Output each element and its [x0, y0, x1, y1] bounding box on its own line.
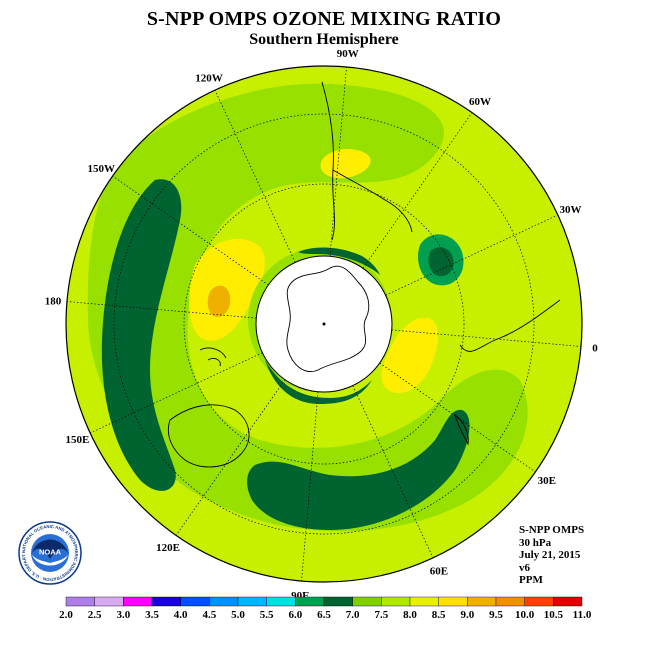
longitude-label: 30W — [560, 204, 582, 216]
longitude-label: 150E — [66, 434, 90, 446]
colorbar-tick-label: 6.0 — [288, 609, 302, 620]
ozone-highest-pacific — [207, 285, 231, 317]
longitude-label: 90W — [337, 48, 359, 60]
colorbar-tick-label: 10.5 — [544, 609, 564, 620]
colorbar-tick-label: 11.0 — [573, 609, 592, 620]
meridian-line — [385, 214, 558, 296]
colorbar-tick-label: 8.0 — [403, 609, 417, 620]
colorbar-tick-label: 2.0 — [59, 609, 73, 620]
colorbar-tick-label: 2.5 — [88, 609, 102, 620]
south-pole-marker — [322, 322, 326, 326]
colorbar-tick-label: 9.0 — [460, 609, 474, 620]
map-title: S-NPP OMPS OZONE MIXING RATIO — [146, 8, 502, 30]
meridian-lines — [66, 66, 582, 582]
info-instrument: S-NPP OMPS — [519, 524, 585, 536]
colorbar-tick-label: 10.0 — [515, 609, 535, 620]
colorbar-swatch — [438, 596, 468, 607]
map-subtitle: Southern Hemisphere — [249, 31, 399, 48]
colorbar-swatch — [237, 596, 267, 607]
ozone-polar-edge-low — [265, 360, 372, 404]
ozone-region-mid-west — [87, 83, 528, 532]
coastline-australia — [167, 404, 250, 468]
longitude-label: 60W — [469, 96, 491, 108]
colorbar-tick-label: 4.5 — [202, 609, 216, 620]
longitude-label: 30E — [538, 475, 556, 487]
longitude-label: 0 — [592, 343, 598, 355]
colorbar-tick-label: 5.0 — [231, 609, 245, 620]
colorbar-swatch — [65, 596, 95, 607]
info-version: v6 — [519, 561, 530, 574]
colorbar-swatch — [151, 596, 181, 607]
ozone-polar-edge-low-top — [298, 247, 380, 275]
colorbar-swatch — [123, 596, 153, 607]
ozone-low-band-indian — [247, 409, 470, 530]
longitude-label: 60E — [430, 566, 448, 578]
colorbar-tick-label: 7.0 — [346, 609, 360, 620]
map-boundary — [65, 65, 583, 583]
meridian-line — [352, 385, 434, 558]
ozone-low-core-atlantic — [428, 247, 454, 277]
meridian-line — [175, 379, 286, 536]
colorbar-tick-label: 8.5 — [432, 609, 446, 620]
meridian-line — [329, 66, 347, 257]
colorbar-tick-label: 4.0 — [174, 609, 188, 620]
meridian-line — [301, 391, 319, 582]
colorbar-swatch — [94, 596, 124, 607]
coastline-newzealand — [199, 347, 227, 367]
coastline-africa — [459, 299, 561, 352]
colorbar-swatch — [524, 596, 554, 607]
longitude-label: 150W — [87, 163, 115, 175]
ozone-low-band-pacific — [101, 179, 182, 491]
ozone-high-indian — [381, 317, 438, 394]
meridian-line — [362, 112, 473, 269]
colorbar-tick-label: 5.5 — [260, 609, 274, 620]
colorbar-swatch — [495, 596, 525, 607]
coastline-south-america — [321, 81, 413, 241]
info-units: PPM — [519, 574, 543, 586]
coastline-antarctica — [286, 265, 370, 372]
meridian-line — [66, 301, 257, 319]
colorbar-swatch — [381, 596, 411, 607]
info-date: July 21, 2015 — [519, 549, 581, 561]
meridian-line — [214, 90, 296, 263]
info-panel: S-NPP OMPS 30 hPa July 21, 2015 v6 PPM — [519, 524, 584, 587]
colorbar-swatch — [409, 596, 439, 607]
colorbar-tick-label: 3.0 — [116, 609, 130, 620]
colorbar-swatch — [467, 596, 497, 607]
colorbar-swatch — [553, 596, 583, 607]
colorbar-swatch — [323, 596, 353, 607]
meridian-line — [391, 329, 582, 347]
longitude-label: 120W — [195, 72, 223, 84]
colorbar-tick-label: 6.5 — [317, 609, 331, 620]
colorbar-swatch — [209, 596, 239, 607]
colorbar: 2.0 2.5 3.0 3.5 4.0 4.5 5.0 5.5 6.0 6.5 7.0 7.5 8.0 8… — [59, 596, 592, 620]
info-level: 30 hPa — [519, 536, 552, 549]
meridian-line — [90, 352, 263, 434]
graticule — [113, 113, 535, 535]
colorbar-swatch — [266, 596, 296, 607]
longitude-label: 120E — [156, 542, 180, 554]
colorbar-swatch — [352, 596, 382, 607]
colorbar-tick-label: 9.5 — [489, 609, 503, 620]
longitude-label: 180 — [45, 295, 62, 307]
coastline-madagascar — [454, 413, 469, 446]
colorbar-swatch — [180, 596, 210, 607]
colorbar-swatch — [295, 596, 325, 607]
colorbar-tick-label: 7.5 — [374, 609, 388, 620]
noaa-logo: NATIONAL OCEANIC AND ATMOSPHERIC ADMINIS… — [18, 521, 82, 585]
meridian-line — [379, 362, 536, 473]
noaa-logo-text: NOAA — [39, 548, 62, 557]
colorbar-tick-label: 3.5 — [145, 609, 159, 620]
meridian-line — [112, 175, 269, 286]
